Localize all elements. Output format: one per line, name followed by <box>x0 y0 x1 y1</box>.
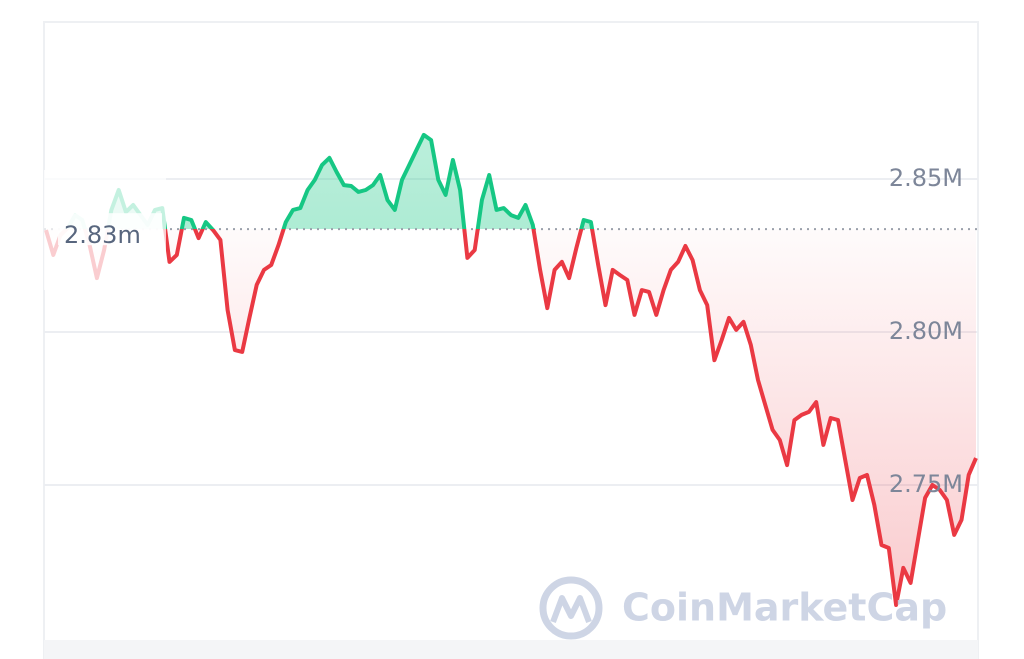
y-tick-label: 2.80M <box>889 317 963 345</box>
plot <box>44 132 978 607</box>
area <box>46 134 976 605</box>
watermark: CoinMarketCap <box>539 576 947 640</box>
chart-frame <box>43 21 979 659</box>
baseline-label: 2.83m <box>64 221 141 249</box>
watermark-text: CoinMarketCap <box>622 586 947 630</box>
watermark-logo-mark <box>550 595 592 624</box>
watermark-logo <box>539 576 603 640</box>
labels: 2.75M 2.80M 2.85M 2.83m <box>58 164 963 498</box>
scroll-track <box>44 640 978 659</box>
y-tick-label: 2.75M <box>889 470 963 498</box>
price-line <box>44 132 978 607</box>
baseline-label-bg <box>58 213 162 246</box>
y-tick-label: 2.85M <box>889 164 963 192</box>
